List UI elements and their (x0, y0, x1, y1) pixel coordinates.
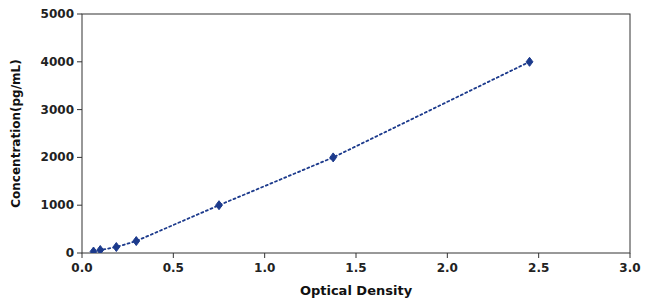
line (94, 62, 530, 252)
x-axis-label: Optical Density (300, 283, 413, 298)
y-axis-label: Concentration(pg/mL) (9, 59, 23, 207)
x-tick (82, 253, 83, 258)
marker (216, 201, 223, 210)
y-tick (77, 157, 82, 158)
marker (526, 57, 533, 66)
x-tick-label: 1.5 (345, 261, 366, 275)
plot-frame (82, 14, 630, 253)
x-tick-label: 2.0 (437, 261, 458, 275)
x-tick-label: 0.5 (163, 261, 184, 275)
marker (97, 246, 104, 253)
chart: 0.0 0.5 1.0 1.5 2.0 2.5 3.0 0 1000 2000 3000 4000 50… (0, 0, 652, 305)
y-tick-label: 4000 (41, 55, 74, 69)
x-tick-label: 3.0 (619, 261, 640, 275)
x-tick-label: 1.0 (254, 261, 275, 275)
chart-container: 0.0 0.5 1.0 1.5 2.0 2.5 3.0 0 1000 2000 3000 4000 50… (0, 0, 652, 305)
y-tick (77, 14, 82, 15)
series (90, 57, 533, 253)
y-tick-label: 3000 (41, 103, 74, 117)
y-tick (77, 253, 82, 254)
y-tick-label: 1000 (41, 198, 74, 212)
x-tick (264, 253, 265, 258)
marker (330, 153, 337, 162)
y-tick (77, 61, 82, 62)
marker (113, 243, 120, 252)
y-tick-label: 0 (66, 246, 74, 260)
x-tick (447, 253, 448, 258)
axes: 0.0 0.5 1.0 1.5 2.0 2.5 3.0 0 1000 2000 3000 4000 50… (41, 7, 641, 275)
y-tick (77, 205, 82, 206)
y-tick-label: 5000 (41, 7, 74, 21)
x-tick (173, 253, 174, 258)
y-tick (77, 109, 82, 110)
marker (133, 237, 140, 246)
x-tick (356, 253, 357, 258)
marker (90, 247, 97, 253)
x-tick (538, 253, 539, 258)
x-tick-label: 0.0 (71, 261, 92, 275)
x-tick (630, 253, 631, 258)
y-tick-label: 2000 (41, 150, 74, 164)
x-tick-label: 2.5 (528, 261, 549, 275)
